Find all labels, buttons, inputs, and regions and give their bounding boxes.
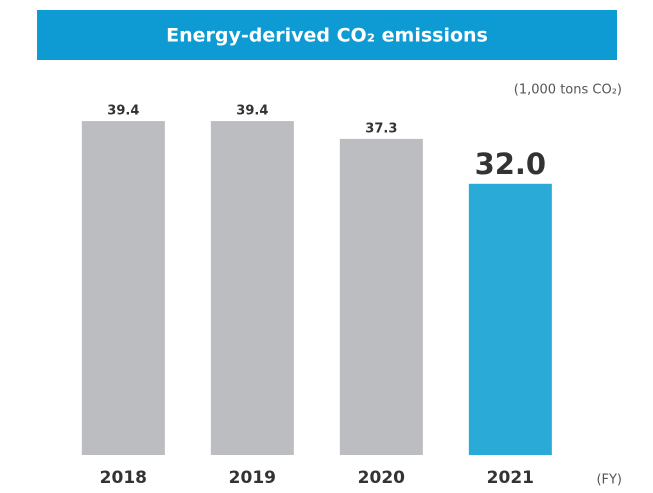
x-tick-label: 2020 xyxy=(358,468,405,488)
bar xyxy=(210,121,294,456)
value-label: 32.0 xyxy=(475,147,547,181)
bar xyxy=(468,183,552,456)
x-tick-label: 2018 xyxy=(100,468,147,488)
bar xyxy=(339,138,423,455)
x-tick-label: 2019 xyxy=(229,468,276,488)
x-tick-label: 2021 xyxy=(487,468,534,488)
value-label: 37.3 xyxy=(365,121,397,136)
value-label: 39.4 xyxy=(107,104,139,119)
unit-label: (1,000 tons CO₂) xyxy=(514,83,622,98)
title-banner xyxy=(37,10,617,60)
chart-title: Energy-derived CO₂ emissions xyxy=(166,25,488,47)
bar xyxy=(81,121,165,456)
x-axis-label: (FY) xyxy=(596,473,622,488)
value-label: 39.4 xyxy=(236,104,268,119)
